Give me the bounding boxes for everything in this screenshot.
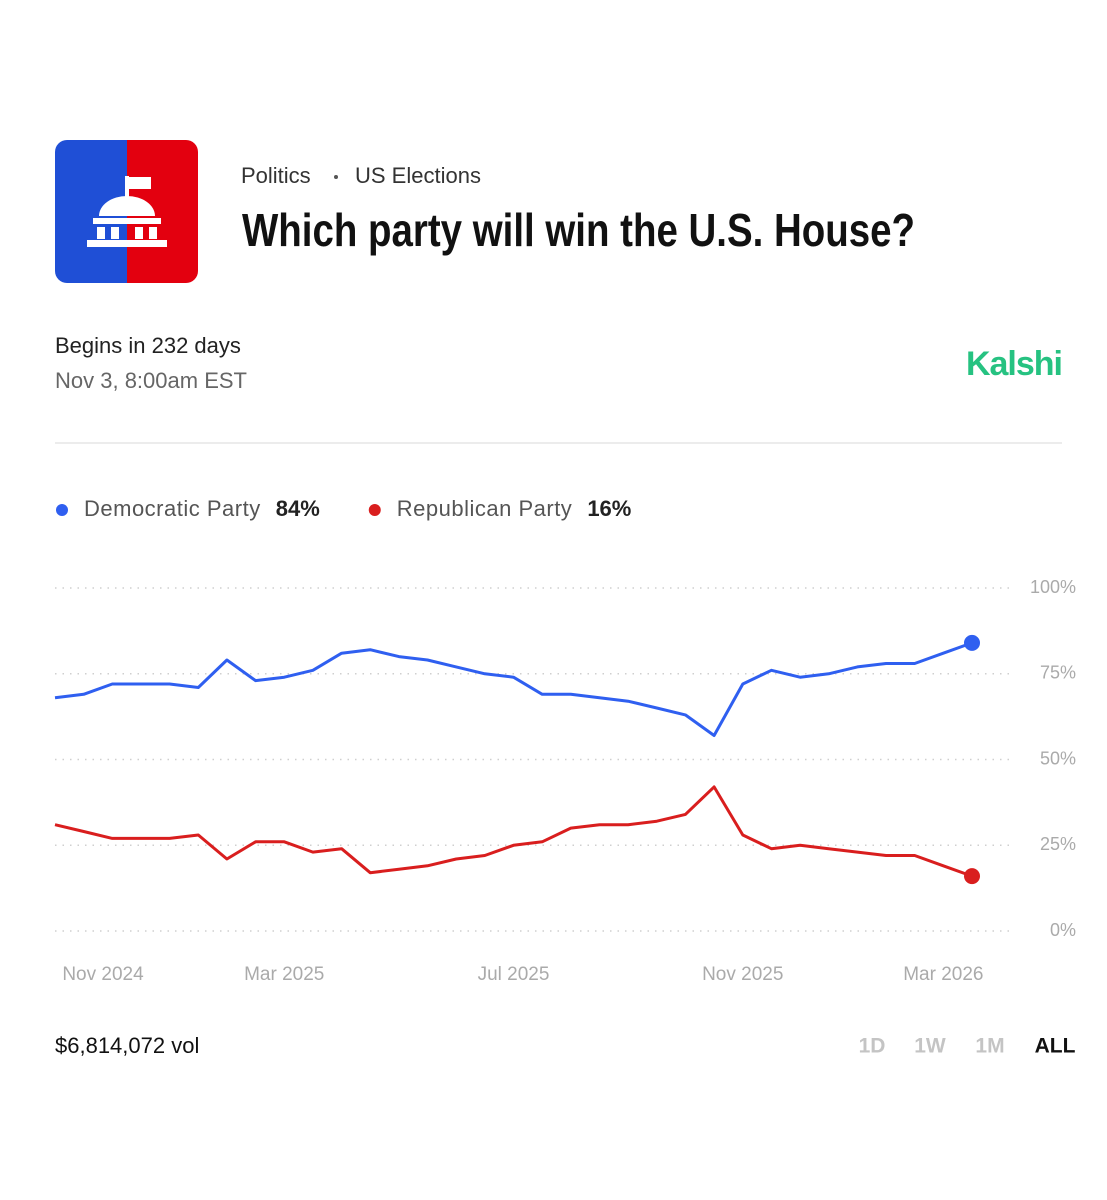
y-tick-label: 0% [1050,920,1076,940]
y-tick-label: 75% [1040,663,1076,683]
legend-value: 16% [587,496,631,521]
legend-dot [368,504,381,516]
legend-label: Democratic Party [84,496,261,521]
x-tick-label: Nov 2025 [702,964,783,985]
series-end-dot [964,868,980,885]
begins-text: Begins in 232 days [55,333,241,358]
brand-logo[interactable]: Kalshi [966,345,1063,383]
x-tick-label: Nov 2024 [62,964,144,985]
volume: $6,814,072 vol [55,1033,199,1058]
breadcrumb-category[interactable]: Politics [241,163,311,188]
range-button[interactable]: 1W [914,1035,946,1058]
series-end-dot [964,634,980,651]
series-line [54,785,973,878]
legend-dot [56,504,68,516]
begins-date: Nov 3, 8:00am EST [55,368,247,393]
range-button[interactable]: ALL [1035,1035,1076,1058]
range-button[interactable]: 1D [859,1035,886,1058]
legend-value: 84% [276,496,320,521]
y-tick-label: 100% [1030,577,1076,597]
market-icon [55,140,198,283]
x-tick-label: Mar 2025 [244,964,324,985]
legend-label: Republican Party [397,496,573,521]
x-tick-label: Jul 2025 [478,964,550,985]
x-tick-label: Mar 2026 [903,964,983,985]
range-button[interactable]: 1M [975,1035,1004,1058]
market-title: Which party will win the U.S. House? [242,204,915,256]
series-line [54,641,973,737]
breadcrumb-subcategory[interactable]: US Elections [355,163,481,188]
y-tick-label: 25% [1040,834,1076,854]
breadcrumb-separator [334,175,338,179]
y-tick-label: 50% [1040,748,1076,768]
